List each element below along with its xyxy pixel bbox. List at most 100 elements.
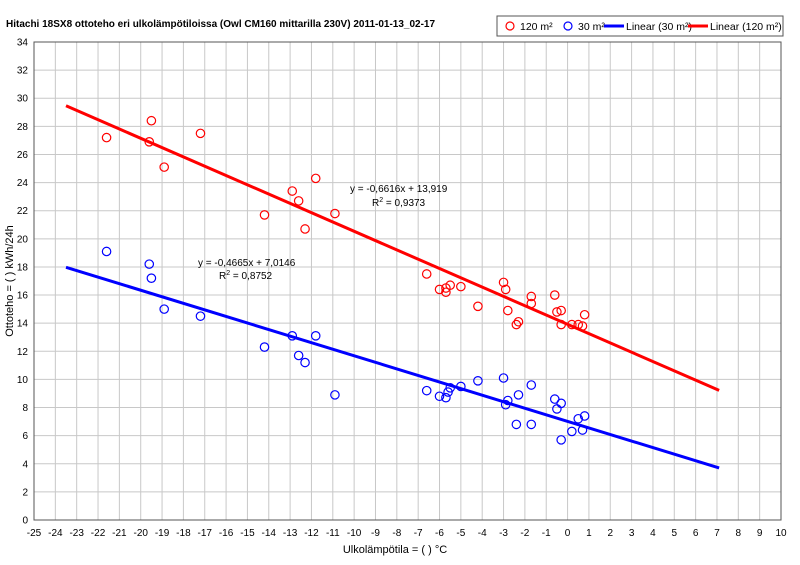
point-30-m bbox=[101, 246, 112, 257]
x-tick-label: -24 bbox=[48, 528, 63, 539]
point-120-m bbox=[503, 305, 513, 316]
x-tick-label: -25 bbox=[27, 528, 42, 539]
point-120-m bbox=[293, 196, 304, 206]
legend: 120 m² 30 m² Linear (30 m²) Linear (120 … bbox=[496, 15, 784, 37]
annotation-120-equation: y = -0,6616x + 13,919 bbox=[350, 184, 448, 195]
point-120-m bbox=[287, 186, 298, 196]
annotation-30-r2-prefix: R bbox=[219, 271, 226, 282]
legend-marker-120 bbox=[505, 21, 515, 31]
x-tick-label: -9 bbox=[371, 528, 380, 539]
annotation-30-r2-exp: 2 bbox=[226, 270, 230, 277]
x-tick-label: -11 bbox=[326, 528, 340, 539]
point-30-m bbox=[556, 435, 566, 445]
point-30-m bbox=[473, 376, 483, 386]
x-tick-label: -13 bbox=[283, 528, 298, 539]
point-120-m bbox=[552, 307, 562, 317]
point-120-m bbox=[500, 284, 511, 295]
y-tick-label: 32 bbox=[17, 66, 29, 77]
point-120-m bbox=[300, 224, 310, 234]
legend-label-linear-120: Linear (120 m²) bbox=[710, 21, 782, 33]
y-tick-label: 34 bbox=[17, 38, 29, 49]
point-30-m bbox=[195, 311, 206, 321]
point-30-m bbox=[567, 426, 577, 437]
point-30-m bbox=[445, 383, 455, 393]
point-30-m bbox=[503, 395, 513, 406]
legend-marker-30 bbox=[563, 21, 573, 31]
y-tick-label: 28 bbox=[17, 122, 29, 133]
point-120-m bbox=[473, 301, 483, 312]
y-tick-label: 2 bbox=[22, 487, 28, 498]
point-120-m bbox=[556, 305, 566, 316]
point-120-m bbox=[101, 132, 112, 143]
point-30-m bbox=[146, 273, 157, 283]
x-tick-label: 0 bbox=[565, 528, 571, 539]
y-tick-label: 14 bbox=[17, 319, 29, 330]
y-axis-label: Ottoteho = ( ) kWh/24h bbox=[4, 225, 16, 337]
x-tick-label: -15 bbox=[240, 528, 255, 539]
data-points bbox=[101, 115, 590, 445]
y-tick-label: 6 bbox=[22, 431, 28, 442]
x-tick-label: 3 bbox=[629, 528, 635, 539]
point-30-m bbox=[330, 390, 340, 400]
x-axis-label: Ulkolämpötila = ( ) °C bbox=[343, 544, 447, 556]
point-30-m bbox=[498, 373, 509, 383]
point-120-m bbox=[144, 137, 155, 147]
y-tick-label: 24 bbox=[17, 178, 29, 189]
x-tick-label: -4 bbox=[478, 528, 487, 539]
point-120-m bbox=[259, 210, 270, 220]
trendline-linear-30-m- bbox=[65, 265, 720, 470]
annotation-30-r2-value: = 0,8752 bbox=[230, 271, 272, 282]
annotation-120-r2: R2 = 0,9373 bbox=[372, 197, 426, 209]
point-120-m bbox=[579, 309, 590, 320]
point-120-m bbox=[421, 269, 432, 279]
x-tick-label: -7 bbox=[414, 528, 423, 539]
x-tick-label: -20 bbox=[133, 528, 148, 539]
point-30-m bbox=[159, 304, 169, 314]
point-30-m bbox=[577, 425, 588, 435]
x-tick-label: 7 bbox=[714, 528, 720, 539]
x-tick-label: -22 bbox=[91, 528, 106, 539]
point-120-m bbox=[567, 319, 577, 330]
point-30-m bbox=[526, 380, 537, 390]
point-120-m bbox=[195, 128, 206, 139]
x-tick-label: -10 bbox=[347, 528, 362, 539]
point-30-m bbox=[526, 419, 537, 430]
y-tick-label: 16 bbox=[17, 291, 29, 302]
point-120-m bbox=[556, 319, 566, 330]
y-tick-label: 22 bbox=[17, 206, 29, 217]
point-120-m bbox=[434, 284, 445, 295]
annotation-120-r2-exp: 2 bbox=[379, 197, 383, 204]
annotation-120-r2-prefix: R bbox=[372, 198, 379, 209]
legend-label-linear-30: Linear (30 m²) bbox=[626, 21, 692, 33]
point-30-m bbox=[293, 350, 304, 361]
y-tick-label: 18 bbox=[17, 262, 29, 273]
y-tick-label: 8 bbox=[22, 403, 28, 414]
x-tick-label: 10 bbox=[775, 528, 787, 539]
point-120-m bbox=[526, 291, 537, 302]
y-tick-label: 10 bbox=[17, 375, 29, 386]
point-120-m bbox=[511, 319, 522, 330]
point-120-m bbox=[498, 277, 509, 288]
x-tick-label: -21 bbox=[112, 528, 127, 539]
point-30-m bbox=[573, 413, 584, 424]
legend-label-30: 30 m² bbox=[578, 21, 605, 33]
point-30-m bbox=[511, 419, 522, 430]
x-tick-label: -18 bbox=[176, 528, 191, 539]
point-120-m bbox=[445, 280, 455, 291]
legend-label-120: 120 m² bbox=[520, 21, 553, 33]
point-30-m bbox=[552, 404, 562, 414]
point-120-m bbox=[330, 208, 340, 219]
point-30-m bbox=[556, 398, 566, 409]
x-tick-label: 6 bbox=[693, 528, 699, 539]
point-120-m bbox=[573, 319, 584, 330]
point-120-m bbox=[441, 287, 451, 298]
x-tick-label: 9 bbox=[757, 528, 763, 539]
x-tick-label: 1 bbox=[586, 528, 592, 539]
x-tick-label: -14 bbox=[262, 528, 277, 539]
point-30-m bbox=[300, 357, 310, 368]
point-120-m bbox=[513, 316, 524, 327]
legend-box bbox=[496, 15, 784, 37]
x-tick-label: -16 bbox=[219, 528, 234, 539]
x-axis-ticks: -25 -24 -23 -22 -21 -20 -19 -18 -17 -16 -15 -14 -13-… bbox=[27, 528, 787, 539]
